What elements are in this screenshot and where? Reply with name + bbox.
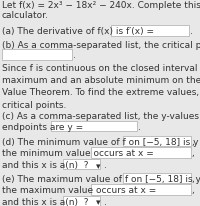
FancyBboxPatch shape — [63, 159, 100, 169]
Text: the minimum value occurs at x =: the minimum value occurs at x = — [2, 149, 154, 158]
Text: .: . — [190, 27, 193, 36]
FancyBboxPatch shape — [123, 173, 191, 183]
Text: and this x is a(n)  ?: and this x is a(n) ? — [2, 197, 88, 206]
FancyBboxPatch shape — [91, 148, 191, 158]
Text: (b) As a comma-separated list, the critical points of f are x =: (b) As a comma-separated list, the criti… — [2, 41, 200, 50]
FancyBboxPatch shape — [91, 184, 191, 195]
FancyBboxPatch shape — [51, 121, 137, 132]
Text: .: . — [104, 197, 106, 206]
Text: and this x is a(n)  ?: and this x is a(n) ? — [2, 160, 88, 169]
FancyBboxPatch shape — [2, 50, 72, 60]
Text: Let f(x) = 2x³ − 18x² − 240x. Complete this problem without a graphing: Let f(x) = 2x³ − 18x² − 240x. Complete t… — [2, 1, 200, 9]
Text: Since f is continuous on the closed interval [−5, 18], f has both an absolute
ma: Since f is continuous on the closed inte… — [2, 64, 200, 109]
Text: ,: , — [192, 174, 194, 183]
Text: calculator.: calculator. — [2, 11, 49, 20]
Text: (c) As a comma-separated list, the y-values corresponding to the critical points: (c) As a comma-separated list, the y-val… — [2, 112, 200, 121]
Text: ,: , — [192, 185, 194, 194]
Text: (d) The minimum value of f on [−5, 18] is y =: (d) The minimum value of f on [−5, 18] i… — [2, 137, 200, 146]
FancyBboxPatch shape — [111, 26, 189, 36]
Text: ,: , — [192, 149, 194, 158]
Text: the maximum value occurs at x =: the maximum value occurs at x = — [2, 185, 156, 194]
Text: ▾: ▾ — [96, 198, 101, 206]
Text: .: . — [104, 160, 106, 169]
Text: ,: , — [192, 137, 194, 146]
Text: ▾: ▾ — [96, 161, 101, 170]
FancyBboxPatch shape — [63, 196, 100, 206]
Text: .: . — [138, 122, 141, 131]
Text: .: . — [73, 51, 76, 60]
Text: (e) The maximum value of f on [−5, 18] is y =: (e) The maximum value of f on [−5, 18] i… — [2, 174, 200, 183]
Text: endpoints are y =: endpoints are y = — [2, 122, 83, 131]
Text: (a) The derivative of f(x) is f′(x) =: (a) The derivative of f(x) is f′(x) = — [2, 27, 154, 36]
FancyBboxPatch shape — [123, 136, 191, 147]
